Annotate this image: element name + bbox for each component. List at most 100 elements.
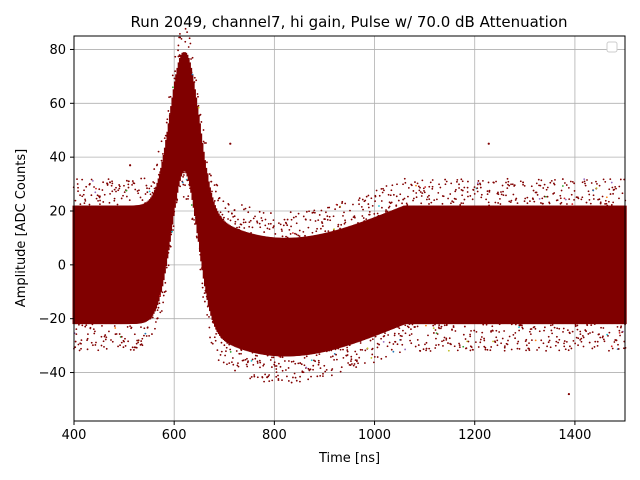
scatter-point — [350, 218, 353, 221]
scatter-point — [373, 355, 376, 358]
scatter-point — [256, 360, 259, 363]
scatter-point — [574, 325, 577, 328]
scatter-point — [319, 367, 322, 370]
scatter-point — [610, 345, 613, 348]
scatter-point — [502, 194, 505, 197]
scatter-point — [191, 56, 194, 59]
scatter-point — [174, 70, 177, 73]
scatter-point — [518, 329, 521, 332]
scatter-point — [156, 317, 159, 320]
scatter-point — [95, 341, 97, 344]
scatter-point — [598, 184, 601, 187]
scatter-point — [581, 181, 584, 184]
scatter-point — [491, 329, 494, 332]
scatter-point — [76, 178, 78, 181]
scatter-point — [268, 374, 271, 376]
scatter-point — [445, 180, 448, 183]
scatter-point — [500, 342, 503, 345]
scatter-point — [118, 184, 121, 186]
scatter-point — [442, 339, 445, 342]
scatter-point — [156, 309, 159, 311]
scatter-point — [307, 226, 310, 229]
scatter-point — [569, 345, 571, 348]
scatter-point — [495, 336, 498, 339]
scatter-point — [304, 234, 306, 237]
scatter-point — [480, 336, 483, 338]
scatter-point — [274, 233, 277, 235]
scatter-point — [583, 180, 586, 183]
scatter-point — [343, 211, 345, 214]
scatter-point — [432, 327, 435, 330]
scatter-point — [443, 324, 446, 327]
scatter-point — [477, 180, 480, 182]
scatter-point — [92, 328, 95, 331]
scatter-point — [325, 368, 328, 371]
scatter-point — [279, 356, 282, 358]
scatter-point — [385, 355, 387, 358]
scatter-point — [330, 369, 333, 372]
scatter-point — [567, 349, 570, 352]
scatter-point — [179, 36, 182, 39]
scatter-point — [196, 93, 199, 95]
scatter-point — [394, 340, 397, 343]
scatter-point — [80, 342, 82, 345]
scatter-point — [220, 350, 223, 353]
scatter-point — [599, 201, 602, 204]
scatter-point — [89, 327, 92, 330]
scatter-point — [235, 350, 238, 352]
scatter-point — [244, 221, 247, 224]
scatter-point — [289, 211, 292, 214]
scatter-point — [357, 199, 360, 202]
scatter-point — [234, 222, 237, 225]
scatter-point — [464, 338, 467, 340]
scatter-point — [502, 190, 504, 193]
scatter-point — [170, 233, 173, 236]
scatter-point — [210, 174, 212, 177]
scatter-point — [416, 182, 419, 185]
scatter-point — [548, 339, 551, 342]
scatter-point — [328, 206, 331, 209]
scatter-point — [549, 346, 552, 349]
scatter-point — [249, 219, 252, 222]
scatter-point — [463, 325, 466, 328]
scatter-point — [361, 348, 364, 351]
scatter-point — [151, 316, 154, 319]
scatter-point — [145, 335, 148, 337]
scatter-point — [592, 194, 595, 197]
scatter-point — [99, 203, 101, 205]
scatter-point — [402, 183, 404, 186]
scatter-point — [614, 185, 617, 188]
scatter-point — [584, 182, 586, 185]
scatter-point — [413, 326, 416, 328]
scatter-point — [563, 182, 566, 184]
scatter-point — [515, 197, 518, 200]
scatter-point — [244, 207, 247, 210]
scatter-point — [509, 201, 512, 204]
scatter-point — [405, 202, 408, 205]
scatter-point — [385, 209, 387, 211]
scatter-point — [392, 343, 395, 345]
scatter-point — [357, 362, 359, 365]
scatter-point — [423, 189, 425, 192]
scatter-point — [77, 343, 80, 346]
scatter-point — [449, 193, 452, 195]
scatter-point — [466, 191, 469, 193]
scatter-point — [371, 348, 373, 351]
scatter-point — [292, 216, 295, 219]
scatter-point — [184, 184, 186, 187]
scatter-point — [367, 203, 370, 205]
scatter-point — [534, 339, 537, 342]
scatter-point — [93, 186, 95, 188]
scatter-point — [341, 202, 343, 205]
scatter-point — [484, 346, 487, 349]
scatter-point — [518, 324, 521, 327]
scatter-point — [145, 184, 148, 187]
scatter-point — [438, 327, 441, 330]
scatter-point — [503, 345, 506, 348]
scatter-point — [571, 203, 574, 205]
scatter-point — [217, 359, 220, 362]
scatter-point — [609, 178, 612, 181]
scatter-point — [315, 354, 318, 357]
scatter-point — [554, 178, 556, 181]
scatter-point — [458, 187, 460, 189]
